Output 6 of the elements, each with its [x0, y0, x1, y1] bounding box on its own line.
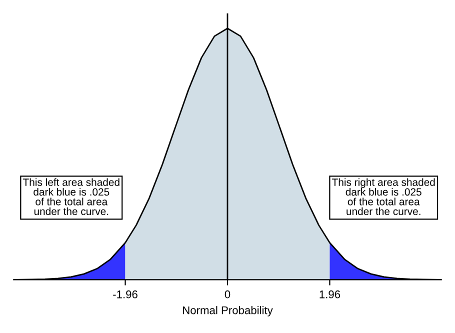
x-tick-label: 0 — [224, 290, 230, 298]
x-axis-title: Normal Probability — [183, 306, 273, 316]
annotation: This right area shaded dark blue is .025 of the total area under the curve. — [332, 178, 435, 216]
x-tick-label: -1.96 — [113, 290, 138, 298]
x-tick-label: 1.96 — [320, 290, 340, 298]
annotation: This left area shaded dark blue is .025 of the total area under the curve. — [22, 178, 120, 216]
